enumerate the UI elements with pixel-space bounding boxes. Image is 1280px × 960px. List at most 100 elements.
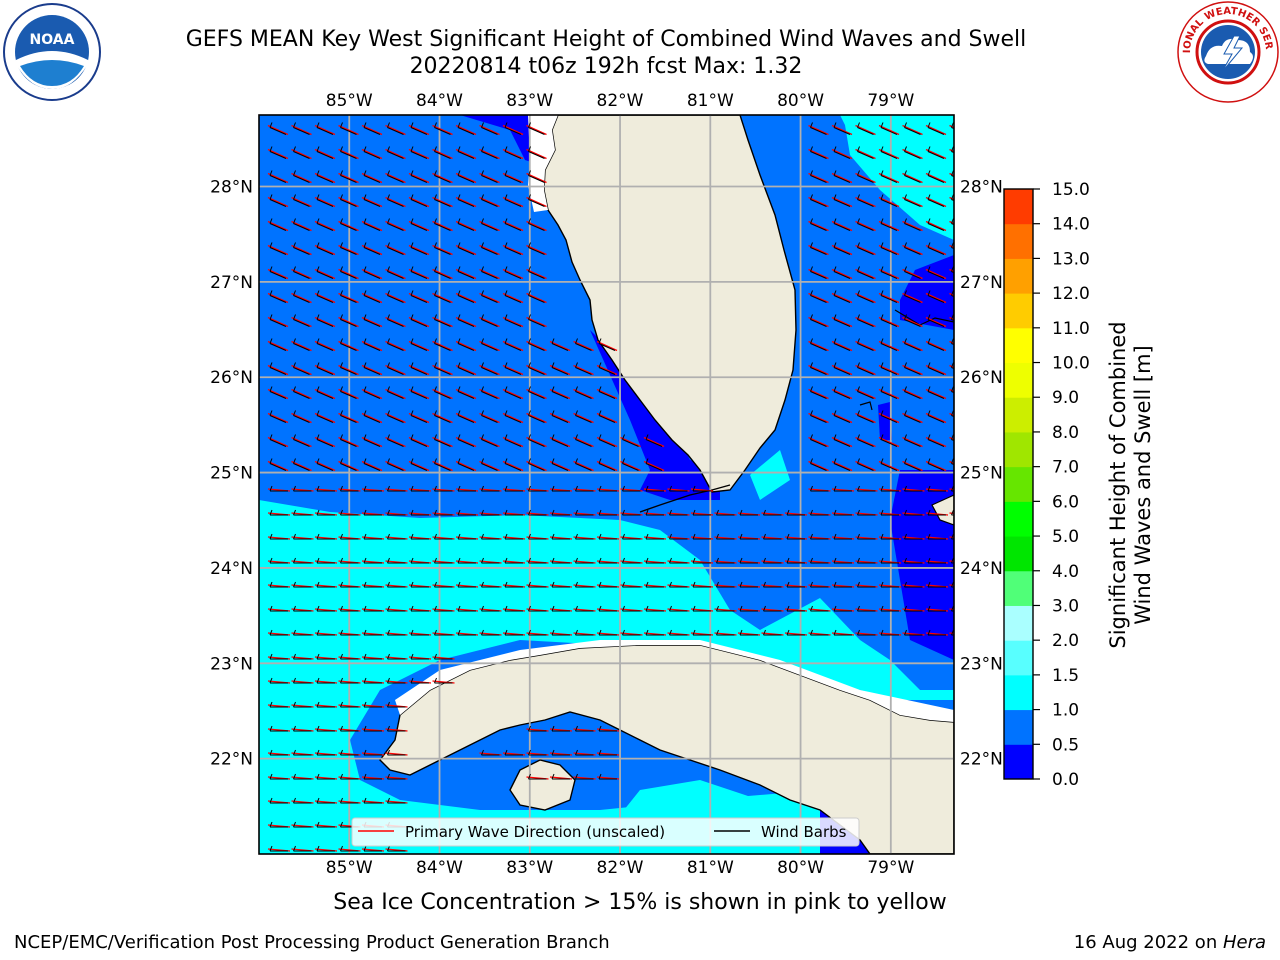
wind-barb xyxy=(293,175,310,183)
wind-barb-flag xyxy=(528,605,531,612)
wind-barb-flag xyxy=(833,485,837,492)
wind-barb xyxy=(528,271,545,279)
wind-barb-flag xyxy=(410,290,414,296)
wind-barb-flag xyxy=(316,290,320,296)
wind-barb-flag xyxy=(763,629,766,636)
wind-barb-flag xyxy=(904,557,907,564)
wave-direction-arrow xyxy=(502,436,524,448)
plot-area xyxy=(259,115,954,854)
wind-barb xyxy=(269,319,287,327)
wave-direction-arrow xyxy=(361,436,383,448)
wave-direction-arrow xyxy=(267,220,289,232)
wind-barb-flag xyxy=(481,485,484,492)
wind-barb-flag xyxy=(340,725,343,732)
wave-direction-arrow xyxy=(361,292,383,304)
wind-barb-flag xyxy=(316,581,320,588)
wind-barb xyxy=(269,415,287,423)
wave-direction-arrow xyxy=(596,388,618,400)
wind-barb-flag xyxy=(504,581,508,588)
footer-host: Hera xyxy=(1222,932,1266,953)
wind-barb-flag xyxy=(645,581,649,588)
wind-barb-flag xyxy=(457,122,461,128)
wind-barb xyxy=(269,175,287,183)
wind-barb xyxy=(904,343,921,351)
wind-barb-flag xyxy=(904,218,907,224)
wave-direction-arrow xyxy=(267,148,289,160)
wind-barb xyxy=(387,463,404,471)
wave-direction-arrow xyxy=(831,124,853,136)
wave-direction-arrow xyxy=(291,364,312,376)
wave-direction-arrow xyxy=(620,460,641,472)
wind-barb xyxy=(504,319,522,327)
wave-direction-arrow xyxy=(526,196,547,208)
wind-barb-flag xyxy=(904,242,907,248)
land-florida-white-fringe xyxy=(528,115,558,212)
wind-barb xyxy=(457,367,475,375)
wind-barb xyxy=(833,343,851,351)
lon-tick-label: 85°W xyxy=(326,91,373,111)
wind-barb-flag xyxy=(927,386,931,392)
lat-tick-label: 25°N xyxy=(210,464,253,484)
wave-direction-arrow xyxy=(432,340,453,352)
wind-barb-flag xyxy=(951,122,954,128)
wind-barb-flag xyxy=(904,170,907,176)
wind-barb xyxy=(316,391,334,399)
colorbar-tick-label: 10.0 xyxy=(1052,354,1090,374)
wave-direction-arrow xyxy=(596,340,618,352)
wind-barb-flag xyxy=(340,629,343,636)
wind-barb xyxy=(927,127,945,135)
wave-direction-arrow xyxy=(526,148,547,160)
wind-barb-flag xyxy=(598,605,602,612)
wave-direction-arrow xyxy=(314,292,336,304)
lat-tick-label: 22°N xyxy=(960,750,1003,770)
wave-direction-arrow xyxy=(338,196,359,208)
wind-barb xyxy=(316,247,334,255)
wind-barb xyxy=(551,463,569,471)
wind-barb-flag xyxy=(739,557,743,564)
wave-direction-arrow xyxy=(361,268,383,280)
wind-barb xyxy=(880,295,898,303)
colorbar-swatch xyxy=(1004,709,1033,745)
wind-barb xyxy=(457,151,475,159)
wind-barb xyxy=(269,391,287,399)
wind-barb xyxy=(410,199,428,207)
wind-barb xyxy=(504,439,522,447)
wind-barb-flag xyxy=(481,362,484,368)
wave-direction-arrow xyxy=(808,244,829,256)
wave-direction-arrow xyxy=(455,172,477,184)
lon-tick-label: 82°W xyxy=(597,858,644,878)
wind-barb xyxy=(269,295,287,303)
wind-barb xyxy=(927,415,945,423)
wind-barb-flag xyxy=(857,533,860,540)
wind-barb-flag xyxy=(269,485,273,492)
wind-barb-flag xyxy=(269,581,273,588)
colorbar-tick-label: 0.5 xyxy=(1052,735,1079,755)
wave-direction-arrow xyxy=(808,196,829,208)
wind-barb-flag xyxy=(457,386,461,392)
wind-barb-flag xyxy=(316,629,320,636)
wind-barb-flag xyxy=(833,146,837,152)
wind-barb-flag xyxy=(904,194,907,200)
wave-direction-arrow xyxy=(338,220,359,232)
wind-barb-flag xyxy=(434,533,437,540)
wind-barb-flag xyxy=(716,557,719,564)
wind-barb xyxy=(340,367,357,375)
colorbar-swatch xyxy=(1004,674,1033,711)
wind-barb xyxy=(810,127,827,135)
wind-barb xyxy=(481,271,498,279)
wind-barb-flag xyxy=(951,509,954,516)
wind-barb-flag xyxy=(293,410,296,416)
wind-barb-flag xyxy=(316,242,320,248)
wind-barb-flag xyxy=(692,509,696,516)
wave-direction-arrow xyxy=(949,124,954,129)
wind-barb-flag xyxy=(363,434,367,440)
wave-direction-arrow xyxy=(291,292,312,304)
wind-barb-flag xyxy=(434,218,437,224)
legend-barb-label: Wind Barbs xyxy=(761,823,847,841)
wind-barb-flag xyxy=(434,605,437,612)
wind-barb-flag xyxy=(363,122,367,128)
wind-barb xyxy=(387,247,404,255)
wind-barb-flag xyxy=(410,653,414,660)
wind-barb-flag xyxy=(833,242,837,248)
wave-direction-arrow xyxy=(878,460,900,472)
